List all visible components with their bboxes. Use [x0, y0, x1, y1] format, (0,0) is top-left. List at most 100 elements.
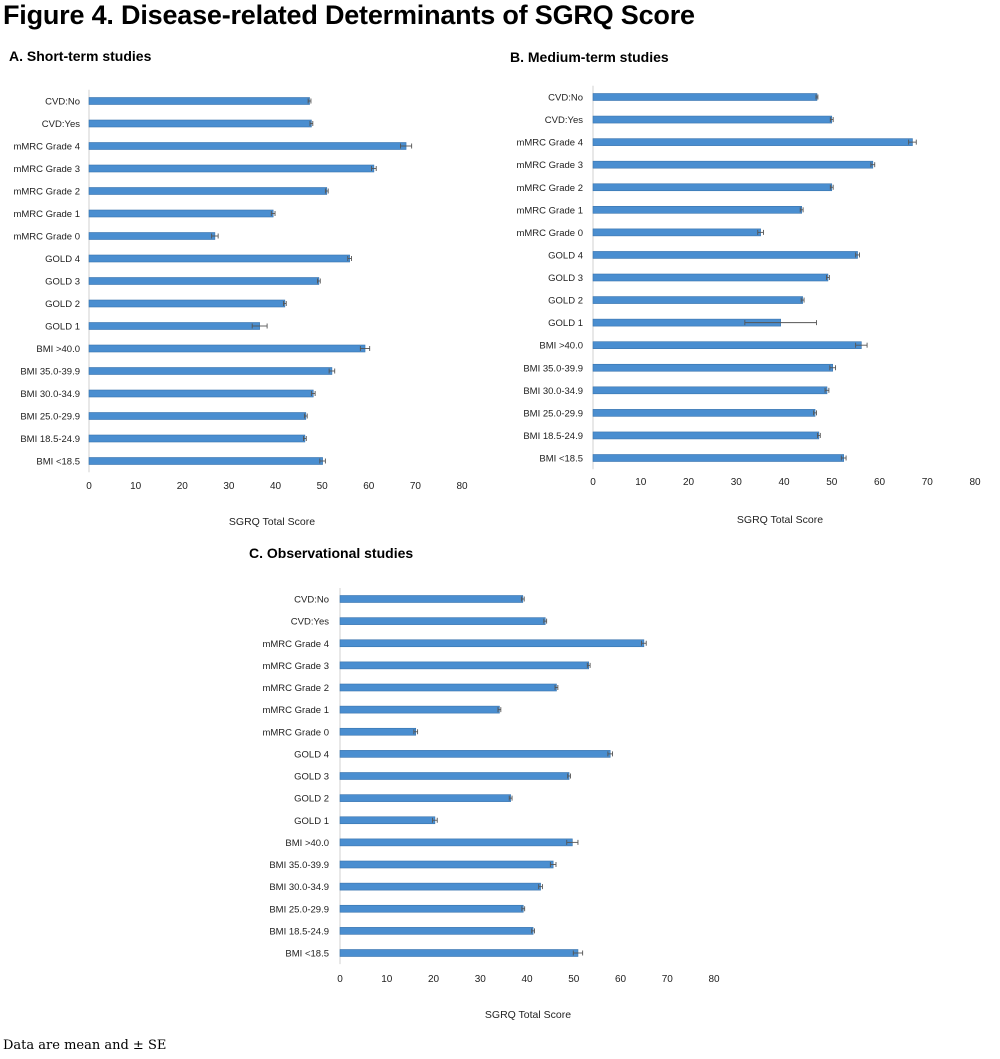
bar-gold-4 [592, 251, 858, 259]
error-bar-mmrc-grade-0 [413, 729, 419, 735]
bar-bmi-18-5 [592, 454, 844, 462]
category-label-bmi-30-0-34-9: BMI 30.0-34.9 [523, 386, 583, 397]
category-label-bmi-35-0-39-9: BMI 35.0-39.9 [20, 367, 80, 378]
x-axis-title: SGRQ Total Score [737, 514, 823, 526]
bar-bmi-18-5-24-9 [339, 927, 534, 935]
error-bar-mmrc-grade-3 [586, 662, 591, 668]
category-label-gold-2: GOLD 2 [45, 299, 80, 310]
bar-bmi-25-0-29-9 [88, 412, 307, 420]
error-bar-bmi-25-0-29-9 [813, 410, 817, 416]
error-bar-bmi-30-0-34-9 [538, 884, 543, 890]
error-bar-bmi-25-0-29-9 [303, 413, 308, 419]
error-bar-bmi-40-0 [359, 346, 371, 351]
category-label-bmi-18-5: BMI <18.5 [285, 949, 329, 960]
category-label-mmrc-grade-0: mMRC Grade 0 [516, 228, 583, 239]
error-bar-mmrc-grade-3 [870, 162, 876, 168]
category-label-cvd-yes: CVD:Yes [545, 115, 583, 126]
category-label-cvd-no: CVD:No [548, 93, 583, 104]
bar-mmrc-grade-3 [592, 160, 874, 169]
bar-cvd-no [592, 93, 818, 101]
error-bar-bmi-40-0 [855, 342, 868, 348]
category-label-bmi-40-0: BMI >40.0 [36, 344, 80, 355]
x-tick-label-80: 80 [456, 481, 468, 492]
bar-gold-3 [88, 277, 320, 285]
bar-mmrc-grade-2 [339, 683, 557, 692]
bar-cvd-no [339, 595, 524, 603]
error-bar-gold-2 [282, 301, 287, 306]
x-tick-label-30: 30 [731, 477, 743, 488]
x-tick-label-60: 60 [615, 974, 627, 985]
category-label-bmi-25-0-29-9: BMI 25.0-29.9 [20, 412, 80, 423]
chart-observational: CVD:No CVD:Yes mMRC Grade 4 mMRC Grade 3 mMR… [262, 587, 720, 1021]
category-label-gold-3: GOLD 3 [548, 273, 583, 284]
error-bar-gold-3 [567, 773, 571, 779]
error-bar-gold-1 [432, 817, 438, 823]
x-tick-label-40: 40 [270, 481, 282, 492]
bar-gold-4 [88, 254, 350, 263]
error-bar-bmi-35-0-39-9 [549, 862, 557, 867]
error-bar-cvd-yes [309, 121, 314, 126]
bar-gold-3 [592, 273, 829, 282]
category-label-cvd-no: CVD:No [294, 595, 329, 606]
error-bar-gold-4 [855, 252, 860, 258]
category-label-bmi-40-0: BMI >40.0 [539, 341, 583, 352]
bar-mmrc-grade-4 [88, 142, 407, 150]
bar-bmi-30-0-34-9 [592, 386, 828, 395]
category-label-gold-4: GOLD 4 [45, 254, 80, 265]
category-label-gold-3: GOLD 3 [45, 277, 80, 288]
category-label-mmrc-grade-4: mMRC Grade 4 [13, 142, 80, 153]
x-tick-label-20: 20 [683, 477, 695, 488]
x-tick-label-60: 60 [363, 481, 375, 492]
category-label-gold-4: GOLD 4 [548, 250, 583, 261]
x-tick-label-70: 70 [922, 477, 934, 488]
category-label-bmi-18-5-24-9: BMI 18.5-24.9 [523, 431, 583, 442]
bar-mmrc-grade-2 [88, 187, 328, 195]
x-tick-label-30: 30 [223, 481, 235, 492]
category-label-gold-4: GOLD 4 [294, 749, 329, 760]
error-bar-mmrc-grade-2 [829, 184, 834, 190]
bar-cvd-yes [339, 617, 546, 625]
error-bar-bmi-35-0-39-9 [829, 365, 837, 371]
x-tick-label-10: 10 [130, 481, 142, 492]
x-axis-title: SGRQ Total Score [485, 1009, 571, 1021]
category-label-bmi-35-0-39-9: BMI 35.0-39.9 [269, 860, 329, 871]
error-bar-mmrc-grade-1 [270, 211, 276, 216]
bar-bmi-18-5 [339, 949, 579, 957]
category-label-bmi-18-5: BMI <18.5 [36, 457, 80, 468]
bar-gold-3 [339, 772, 570, 780]
bar-gold-2 [592, 296, 803, 304]
bar-gold-2 [88, 299, 286, 308]
error-bar-mmrc-grade-4 [908, 139, 917, 145]
figure-title: Figure 4. Disease-related Determinants o… [3, 0, 695, 30]
x-tick-label-10: 10 [635, 477, 647, 488]
category-label-bmi-25-0-29-9: BMI 25.0-29.9 [523, 408, 583, 419]
category-label-mmrc-grade-2: mMRC Grade 2 [516, 183, 583, 194]
x-tick-label-80: 80 [708, 974, 720, 985]
category-label-cvd-no: CVD:No [45, 97, 80, 108]
category-label-mmrc-grade-3: mMRC Grade 3 [13, 164, 80, 175]
x-tick-label-30: 30 [475, 974, 487, 985]
category-label-bmi-30-0-34-9: BMI 30.0-34.9 [20, 389, 80, 400]
category-label-mmrc-grade-1: mMRC Grade 1 [13, 209, 80, 220]
x-tick-label-60: 60 [874, 477, 886, 488]
error-bar-gold-3 [826, 275, 830, 280]
bar-mmrc-grade-1 [88, 209, 274, 218]
x-tick-label-40: 40 [521, 974, 533, 985]
category-label-cvd-yes: CVD:Yes [291, 617, 329, 628]
error-bar-mmrc-grade-0 [757, 229, 764, 235]
category-label-mmrc-grade-2: mMRC Grade 2 [13, 187, 80, 198]
category-label-bmi-40-0: BMI >40.0 [285, 838, 329, 849]
category-label-mmrc-grade-4: mMRC Grade 4 [262, 639, 329, 650]
bar-mmrc-grade-4 [592, 138, 913, 146]
bar-bmi-30-0-34-9 [88, 389, 314, 398]
x-tick-label-70: 70 [662, 974, 674, 985]
category-label-gold-1: GOLD 1 [294, 816, 329, 827]
category-label-mmrc-grade-1: mMRC Grade 1 [262, 705, 329, 716]
category-label-mmrc-grade-2: mMRC Grade 2 [262, 683, 329, 694]
category-label-bmi-25-0-29-9: BMI 25.0-29.9 [269, 904, 329, 915]
bar-mmrc-grade-4 [339, 639, 645, 648]
error-bar-mmrc-grade-4 [641, 640, 647, 646]
bar-mmrc-grade-1 [339, 705, 500, 714]
category-label-cvd-yes: CVD:Yes [42, 119, 80, 130]
bar-bmi-18-5-24-9 [592, 431, 820, 440]
